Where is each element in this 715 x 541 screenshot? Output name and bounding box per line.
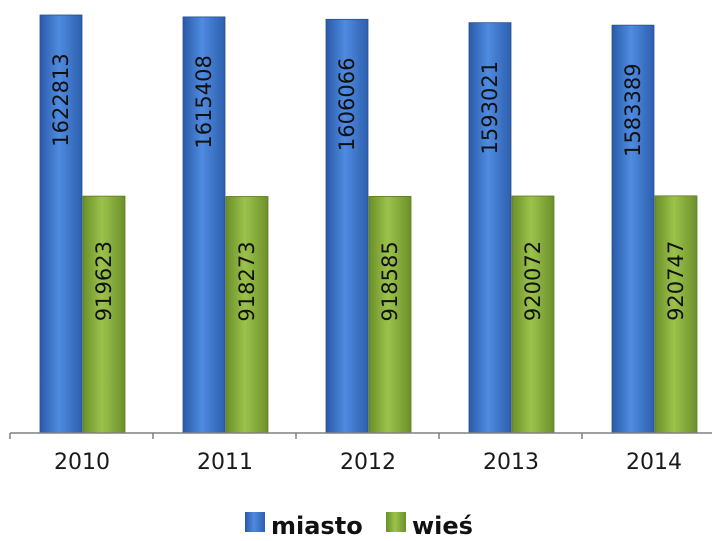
legend-swatch-miasto [245, 512, 265, 532]
legend-label-miasto: miasto [271, 512, 363, 540]
data-label-miasto-2014: 1583389 [621, 63, 645, 157]
legend: miasto wieś [245, 512, 473, 540]
x-tick-label-2012: 2012 [340, 450, 396, 475]
data-label-miasto-2010: 1622813 [49, 53, 73, 147]
bar-wies-2014 [654, 195, 698, 434]
legend-label-wies: wieś [412, 512, 473, 540]
bar-miasto-2012 [325, 18, 369, 434]
bar-wies-2013 [511, 195, 555, 434]
data-label-wies-2010: 919623 [92, 241, 116, 321]
data-label-miasto-2013: 1593021 [478, 61, 502, 155]
bar-labels-group: 1622813 919623 1615408 918273 1606066 918585 1… [49, 53, 688, 321]
data-label-wies-2014: 920747 [664, 241, 688, 321]
data-label-miasto-2012: 1606066 [335, 58, 359, 152]
bars-group [39, 14, 698, 434]
bar-wies-2012 [368, 195, 412, 434]
bar-miasto-2010 [39, 14, 83, 434]
data-label-wies-2012: 918585 [378, 241, 402, 321]
x-axis-tick-labels: 2010 2011 2012 2013 2014 [54, 450, 682, 475]
data-label-wies-2011: 918273 [235, 241, 259, 321]
x-tick-label-2010: 2010 [54, 450, 110, 475]
bar-miasto-2011 [182, 16, 226, 434]
x-tick-label-2011: 2011 [197, 450, 253, 475]
legend-swatch-wies [386, 512, 406, 532]
data-label-miasto-2011: 1615408 [192, 55, 216, 149]
data-label-wies-2013: 920072 [521, 241, 545, 321]
bar-wies-2011 [225, 196, 269, 434]
x-axis-ticks [9, 433, 583, 439]
x-tick-label-2013: 2013 [483, 450, 539, 475]
x-tick-label-2014: 2014 [626, 450, 682, 475]
bar-wies-2010 [82, 195, 126, 434]
